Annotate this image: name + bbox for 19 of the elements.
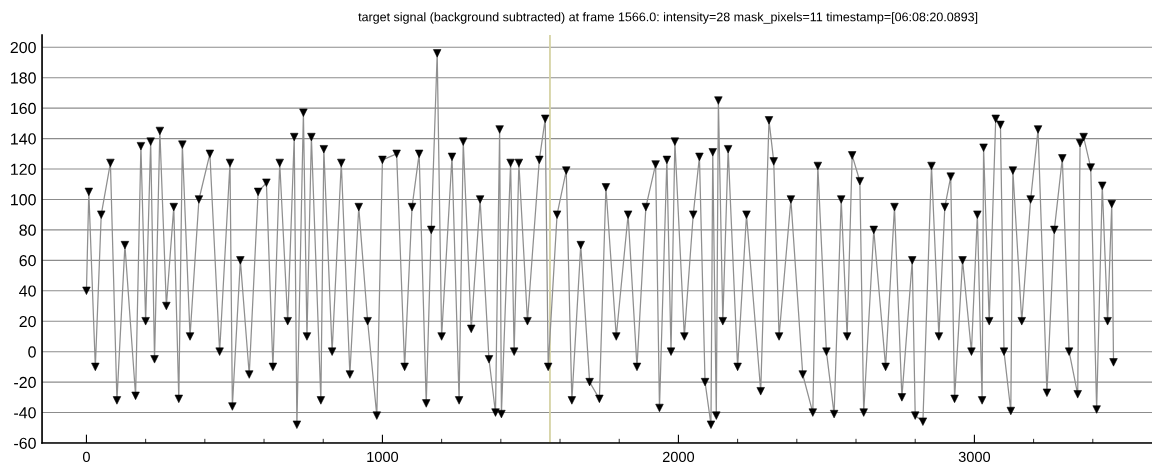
y-tick-label: 200 [10, 41, 36, 54]
x-tick-label: 0 [82, 451, 90, 463]
y-tick-label: 60 [19, 255, 36, 267]
y-tick-label: 180 [11, 72, 36, 84]
y-tick-label: 120 [11, 163, 36, 175]
y-tick-label: -20 [14, 376, 36, 389]
y-tick-label: 40 [19, 285, 36, 297]
chart-title: target signal (background subtracted) at frame 1566.0: intensity=28 mask_pixels=11 timestamp=[06:08:20.0893] [358, 12, 978, 24]
y-tick-label: -40 [14, 407, 36, 419]
y-tick-label: -60 [14, 437, 36, 449]
y-tick-label: 140 [11, 133, 36, 145]
y-tick-label: 100 [11, 194, 36, 206]
y-tick-label: 0 [28, 346, 36, 358]
y-tick-label: 20 [19, 315, 36, 328]
x-tick-label: 2000 [662, 451, 695, 463]
y-tick-label: 160 [11, 102, 36, 115]
x-tick-label: 3000 [958, 451, 991, 463]
y-tick-label: 80 [19, 224, 36, 236]
x-tick-label: 1000 [367, 451, 399, 463]
